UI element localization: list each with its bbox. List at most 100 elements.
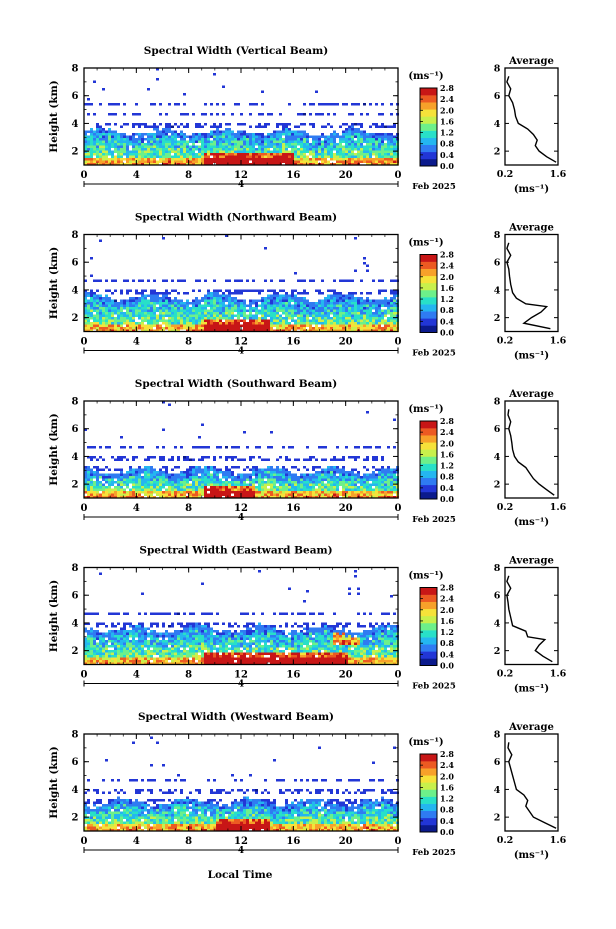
heatmap-cell xyxy=(102,329,105,332)
heatmap-cell xyxy=(174,483,177,486)
heatmap-cell xyxy=(306,150,309,153)
heatmap-cell xyxy=(345,133,348,136)
heatmap-cell xyxy=(201,423,204,426)
heatmap-cell xyxy=(288,128,291,131)
heatmap-cell xyxy=(123,327,126,330)
heatmap-cell xyxy=(333,113,336,116)
heatmap-cell xyxy=(153,302,156,305)
heatmap-cell xyxy=(252,466,255,469)
heatmap-cell xyxy=(171,322,174,325)
heatmap-cell xyxy=(279,486,282,489)
heatmap-cell xyxy=(375,307,378,310)
heatmap-cell xyxy=(327,324,330,327)
heatmap-cell xyxy=(294,307,297,310)
heatmap-cell xyxy=(96,496,99,499)
heatmap-cell xyxy=(204,153,207,156)
heatmap-cell xyxy=(264,307,267,310)
heatmap-cell xyxy=(105,302,108,305)
heatmap-cell xyxy=(351,135,354,138)
heatmap-cell xyxy=(246,486,249,489)
heatmap-cell xyxy=(387,327,390,330)
heatmap-cell xyxy=(363,148,366,151)
heatmap-cell xyxy=(342,302,345,305)
heatmap-cell xyxy=(102,473,105,476)
heatmap-cell xyxy=(366,324,369,327)
heatmap-cell xyxy=(141,140,144,143)
heatmap-cell xyxy=(330,312,333,315)
heatmap-cell xyxy=(108,493,111,496)
heatmap-cell xyxy=(264,493,267,496)
heatmap-cell xyxy=(192,473,195,476)
heatmap-cell xyxy=(177,314,180,317)
y-tick-label: 8 xyxy=(72,230,79,241)
heatmap-cell xyxy=(138,322,141,325)
heatmap-cell xyxy=(369,483,372,486)
heatmap-cell xyxy=(126,314,129,317)
heatmap-cell xyxy=(171,327,174,330)
heatmap-cell xyxy=(195,488,198,491)
heatmap-cell xyxy=(144,329,147,332)
heatmap-cell xyxy=(315,476,318,479)
heatmap-cell xyxy=(384,488,387,491)
heatmap-cell xyxy=(120,319,123,322)
heatmap-cell xyxy=(297,163,300,166)
heatmap-cell xyxy=(171,309,174,312)
heatmap-cell xyxy=(162,496,165,499)
heatmap-cell xyxy=(96,468,99,471)
heatmap-cell xyxy=(132,456,135,459)
heatmap-cell xyxy=(279,160,282,163)
heatmap-cell xyxy=(99,317,102,320)
heatmap-cell xyxy=(210,148,213,151)
profile-y-tick-label: 2 xyxy=(494,313,501,324)
heatmap-cell xyxy=(132,486,135,489)
heatmap-cell xyxy=(312,483,315,486)
heatmap-cell xyxy=(333,133,336,136)
heatmap-cell xyxy=(252,145,255,148)
heatmap-cell xyxy=(258,488,261,491)
heatmap-cell xyxy=(165,150,168,153)
heatmap-cell xyxy=(243,478,246,481)
heatmap-cell xyxy=(294,488,297,491)
heatmap-cell xyxy=(393,145,396,148)
heatmap-cell xyxy=(150,160,153,163)
heatmap-cell xyxy=(390,312,393,315)
heatmap-cell xyxy=(246,491,249,494)
heatmap-cell xyxy=(195,123,198,126)
heatmap-cell xyxy=(354,140,357,143)
heatmap-cell xyxy=(312,145,315,148)
heatmap-cell xyxy=(270,138,273,141)
heatmap-cell xyxy=(312,468,315,471)
heatmap-cell xyxy=(84,652,87,655)
heatmap-cell xyxy=(327,491,330,494)
heatmap-cell xyxy=(258,324,261,327)
heatmap-cell xyxy=(201,481,204,484)
heatmap-cell xyxy=(132,327,135,330)
heatmap-cell xyxy=(240,130,243,133)
heatmap-cell xyxy=(153,292,156,295)
heatmap-cell xyxy=(180,491,183,494)
heatmap-cell xyxy=(174,317,177,320)
heatmap-cell xyxy=(198,493,201,496)
heatmap-cell xyxy=(219,294,222,297)
heatmap-cell xyxy=(345,153,348,156)
heatmap-cell xyxy=(105,476,108,479)
heatmap-cell xyxy=(276,140,279,143)
heatmap-cell xyxy=(204,155,207,158)
heatmap-cell xyxy=(114,155,117,158)
heatmap-cell xyxy=(225,155,228,158)
heatmap-cell xyxy=(363,304,366,307)
heatmap-cell xyxy=(312,153,315,156)
heatmap-cell xyxy=(336,103,339,106)
heatmap-cell xyxy=(258,329,261,332)
heatmap-cell xyxy=(165,471,168,474)
heatmap-cell xyxy=(201,491,204,494)
heatmap-cell xyxy=(276,466,279,469)
colorbar-swatch xyxy=(420,304,437,312)
heatmap-cell xyxy=(318,140,321,143)
heatmap-cell xyxy=(195,148,198,151)
heatmap-cell xyxy=(150,319,153,322)
heatmap-cell xyxy=(309,481,312,484)
heatmap-cell xyxy=(147,143,150,146)
heatmap-cell xyxy=(255,312,258,315)
heatmap-cell xyxy=(219,481,222,484)
